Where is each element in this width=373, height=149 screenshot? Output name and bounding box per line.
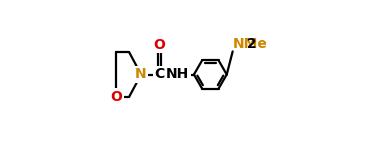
Text: NH: NH xyxy=(166,67,189,82)
Text: O: O xyxy=(110,90,122,104)
Text: N: N xyxy=(135,67,147,82)
Text: O: O xyxy=(154,38,166,52)
Text: C: C xyxy=(154,67,165,82)
Text: 2: 2 xyxy=(242,37,257,51)
Text: NMe: NMe xyxy=(233,37,268,51)
